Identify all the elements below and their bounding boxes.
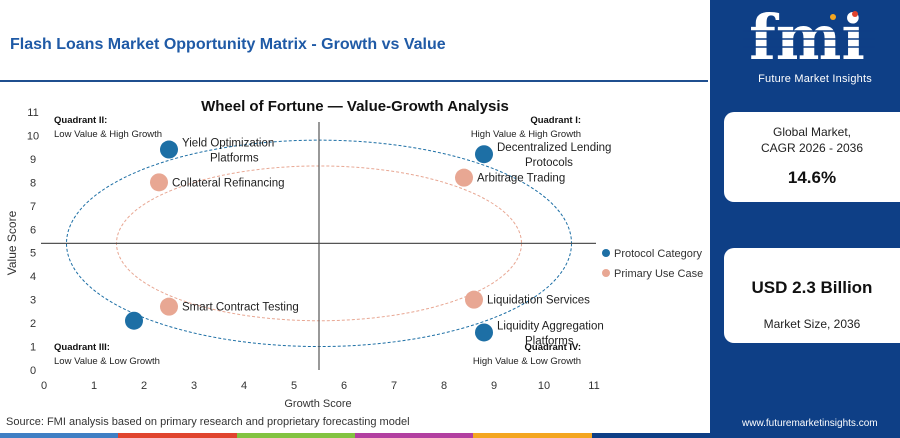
cagr-label-line-2: CAGR 2026 - 2036 bbox=[760, 141, 864, 155]
cagr-value: 14.6% bbox=[787, 168, 837, 187]
logo-dot-icon bbox=[852, 11, 858, 17]
y-tick-label: 2 bbox=[30, 318, 36, 330]
x-tick-label: 5 bbox=[291, 380, 297, 392]
header-divider bbox=[0, 80, 708, 82]
y-tick-label: 9 bbox=[30, 154, 36, 166]
fmi-logo-mark: fmi bbox=[743, 1, 875, 74]
cagr-label-line-1: Global Market, bbox=[772, 125, 852, 139]
point-label: Liquidation Services bbox=[487, 295, 590, 307]
market-size-value: USD 2.3 Billion bbox=[751, 278, 873, 297]
color-bar-segment bbox=[473, 433, 592, 438]
legend-marker bbox=[602, 249, 610, 257]
data-point bbox=[455, 168, 473, 187]
color-bar-segment bbox=[118, 433, 237, 438]
color-bar bbox=[0, 433, 710, 438]
market-size-label: Market Size, 2036 bbox=[763, 317, 861, 331]
website-link[interactable]: www.futuremarketinsights.com bbox=[742, 418, 878, 429]
y-tick-label: 7 bbox=[30, 201, 36, 213]
quadrant-subtitle: High Value & Low Growth bbox=[473, 356, 581, 367]
point-label: Yield Optimization Platforms bbox=[182, 138, 274, 165]
quadrant-title: Quadrant II: bbox=[54, 115, 107, 126]
legend-marker bbox=[602, 269, 610, 277]
source-note: Source: FMI analysis based on primary re… bbox=[6, 416, 410, 428]
y-axis-label: Value Score bbox=[5, 210, 19, 275]
summary-panel: fmi Future Market Insights Global Market… bbox=[710, 0, 900, 438]
data-point bbox=[150, 173, 168, 192]
x-tick-label: 9 bbox=[491, 380, 497, 392]
data-point bbox=[475, 323, 493, 342]
point-label: Liquidity Aggregation Platforms bbox=[497, 320, 604, 347]
quadrant-title: Quadrant I: bbox=[530, 115, 581, 126]
logo-caption: Future Market Insights bbox=[758, 73, 872, 85]
y-tick-label: 6 bbox=[30, 224, 36, 236]
x-tick-label: 1 bbox=[91, 380, 97, 392]
x-tick-label: 4 bbox=[241, 380, 247, 392]
cagr-card: Global Market, CAGR 2026 - 2036 14.6% bbox=[724, 112, 900, 202]
quadrant-subtitle: High Value & High Growth bbox=[471, 129, 581, 140]
opportunity-matrix-chart: Wheel of Fortune — Value-Growth Analysis… bbox=[5, 98, 703, 410]
x-tick-label: 0 bbox=[41, 380, 47, 392]
quadrant-title: Quadrant III: bbox=[54, 342, 110, 353]
quadrant-subtitle: Low Value & Low Growth bbox=[54, 356, 160, 367]
y-tick-label: 8 bbox=[30, 177, 36, 189]
point-label: Arbitrage Trading bbox=[477, 173, 565, 185]
x-tick-label: 10 bbox=[538, 380, 550, 392]
point-label: Decentralized Lending Protocols bbox=[497, 142, 611, 169]
quadrant-title: Quadrant IV: bbox=[525, 342, 581, 353]
legend-entry: Protocol Category bbox=[614, 248, 703, 260]
market-size-card: USD 2.3 Billion Market Size, 2036 bbox=[724, 248, 900, 343]
legend-entry: Primary Use Case bbox=[614, 268, 703, 280]
data-point bbox=[125, 311, 143, 330]
y-tick-label: 3 bbox=[30, 295, 36, 307]
point-label: Smart Contract Testing bbox=[182, 302, 299, 314]
x-axis-label: Growth Score bbox=[284, 398, 351, 410]
x-tick-label: 8 bbox=[441, 380, 447, 392]
x-tick-label: 6 bbox=[341, 380, 347, 392]
color-bar-segment bbox=[236, 433, 355, 438]
color-bar-segment bbox=[591, 433, 710, 438]
x-tick-label: 7 bbox=[391, 380, 397, 392]
y-tick-label: 10 bbox=[27, 130, 39, 142]
x-tick-label: 2 bbox=[141, 380, 147, 392]
point-label: Collateral Refinancing bbox=[172, 177, 285, 189]
data-point bbox=[475, 145, 493, 164]
fmi-logo: fmi Future Market Insights bbox=[735, 1, 880, 85]
y-tick-label: 11 bbox=[27, 107, 38, 119]
y-tick-label: 1 bbox=[30, 342, 36, 354]
chart-title: Wheel of Fortune — Value-Growth Analysis bbox=[201, 98, 509, 115]
logo-text: fmi bbox=[749, 5, 865, 71]
color-bar-segment bbox=[0, 433, 119, 438]
y-tick-label: 5 bbox=[30, 248, 36, 260]
quadrant-subtitle: Low Value & High Growth bbox=[54, 129, 162, 140]
color-bar-segment bbox=[354, 433, 474, 438]
page-title: Flash Loans Market Opportunity Matrix - … bbox=[10, 36, 446, 53]
y-tick-label: 4 bbox=[30, 271, 36, 283]
data-point bbox=[465, 290, 483, 309]
x-tick-label: 3 bbox=[191, 380, 197, 392]
logo-dot-icon bbox=[830, 14, 836, 20]
x-tick-label: 11 bbox=[588, 380, 599, 392]
data-point bbox=[160, 297, 178, 316]
y-tick-label: 0 bbox=[30, 365, 36, 377]
data-point bbox=[160, 140, 178, 159]
